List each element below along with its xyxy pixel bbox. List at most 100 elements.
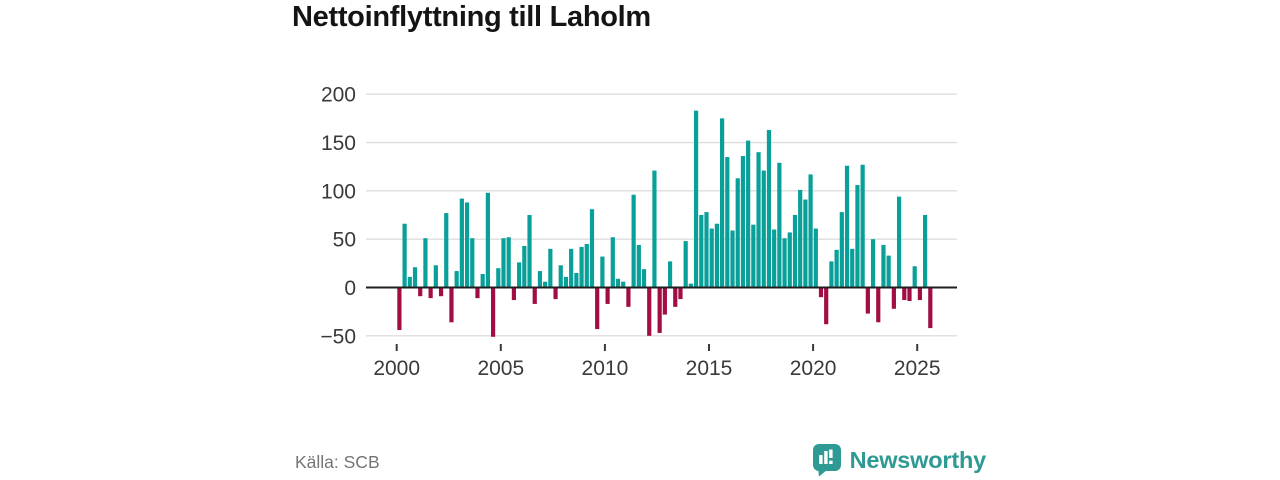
bar bbox=[615, 278, 621, 288]
bar bbox=[444, 213, 449, 288]
bar bbox=[850, 248, 855, 288]
source-label: Källa: SCB bbox=[295, 452, 380, 472]
bar bbox=[626, 287, 631, 307]
bar bbox=[746, 140, 751, 288]
bar bbox=[501, 238, 506, 288]
bar bbox=[475, 287, 480, 299]
bar bbox=[720, 118, 725, 288]
bar bbox=[569, 248, 574, 288]
bar bbox=[438, 287, 444, 297]
y-axis-label: 50 bbox=[333, 229, 356, 252]
bar bbox=[563, 276, 569, 288]
x-axis-label: 2005 bbox=[477, 357, 524, 380]
bar bbox=[714, 223, 720, 288]
bar bbox=[548, 248, 553, 288]
bar bbox=[766, 129, 772, 288]
bar bbox=[813, 228, 818, 288]
bar bbox=[662, 287, 667, 315]
bar bbox=[834, 249, 839, 288]
bar bbox=[631, 194, 636, 288]
bar bbox=[923, 215, 928, 288]
bar bbox=[496, 268, 501, 288]
bar bbox=[641, 269, 647, 288]
bar bbox=[683, 241, 688, 288]
bar bbox=[610, 237, 615, 288]
bar bbox=[865, 287, 870, 314]
bar bbox=[490, 287, 496, 337]
bar bbox=[803, 199, 808, 288]
bar bbox=[527, 215, 532, 288]
bar bbox=[709, 228, 714, 288]
bar bbox=[730, 230, 735, 288]
bar bbox=[636, 244, 641, 288]
bar bbox=[740, 156, 746, 288]
bar bbox=[688, 283, 693, 288]
bar bbox=[699, 215, 704, 288]
bar bbox=[876, 287, 881, 323]
bar bbox=[902, 287, 907, 301]
bar bbox=[579, 246, 584, 288]
bar bbox=[928, 287, 933, 329]
bar bbox=[454, 271, 459, 288]
bar bbox=[667, 261, 673, 288]
y-axis-label: 150 bbox=[321, 132, 356, 155]
bar bbox=[824, 287, 829, 325]
bar bbox=[808, 174, 813, 288]
bar bbox=[652, 170, 657, 288]
bar bbox=[537, 271, 543, 288]
page-title: Nettoinflyttning till Laholm bbox=[292, 1, 651, 33]
bar bbox=[402, 223, 407, 288]
x-axis-label: 2010 bbox=[582, 357, 629, 380]
bar bbox=[896, 196, 902, 288]
bar bbox=[855, 185, 860, 288]
bar bbox=[543, 281, 548, 288]
bar bbox=[844, 165, 850, 288]
bar bbox=[480, 273, 485, 288]
bar bbox=[704, 212, 709, 288]
bar bbox=[621, 281, 626, 288]
y-axis-label: 0 bbox=[344, 277, 356, 300]
newsworthy-logo-icon bbox=[812, 444, 841, 477]
brand: Newsworthy bbox=[812, 443, 986, 477]
y-axis-label: 200 bbox=[321, 84, 356, 107]
bar bbox=[412, 267, 418, 288]
bar bbox=[772, 229, 777, 288]
bar bbox=[839, 212, 844, 288]
bar bbox=[735, 178, 740, 288]
bar bbox=[428, 287, 433, 299]
bar bbox=[449, 287, 454, 323]
bar bbox=[517, 262, 522, 288]
bar bbox=[818, 287, 824, 298]
bar bbox=[777, 162, 782, 288]
bar bbox=[553, 287, 558, 300]
bar bbox=[595, 287, 600, 330]
bar bbox=[522, 245, 527, 288]
bar bbox=[433, 265, 438, 288]
bar bbox=[829, 261, 834, 288]
bar bbox=[574, 273, 579, 288]
brand-name: Newsworthy bbox=[849, 446, 987, 473]
x-axis-label: 2020 bbox=[790, 357, 837, 380]
bar bbox=[917, 287, 922, 301]
bar bbox=[423, 238, 428, 288]
bar bbox=[860, 164, 865, 288]
bar bbox=[725, 157, 730, 288]
bar bbox=[485, 192, 490, 288]
bar bbox=[673, 287, 678, 307]
bar bbox=[782, 238, 787, 288]
bar bbox=[891, 287, 896, 309]
bar bbox=[751, 224, 756, 288]
bar bbox=[418, 287, 423, 297]
bar bbox=[600, 256, 605, 288]
bar bbox=[532, 287, 537, 304]
bar bbox=[470, 238, 475, 288]
bar bbox=[870, 239, 876, 288]
bar bbox=[907, 287, 912, 302]
bar bbox=[657, 287, 662, 333]
bar bbox=[589, 209, 595, 288]
bar bbox=[756, 152, 761, 288]
bar bbox=[761, 170, 766, 288]
bar bbox=[459, 198, 464, 288]
bar bbox=[798, 189, 803, 288]
